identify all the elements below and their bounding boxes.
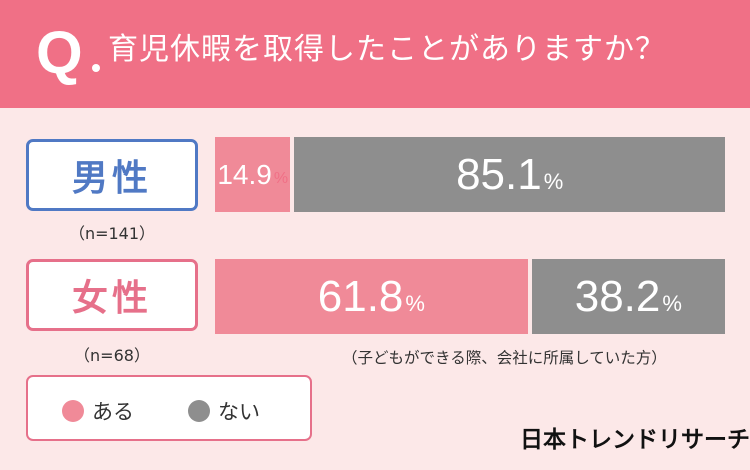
bar-value-label: 14.9	[217, 158, 272, 190]
female-sample-size: （n=68）	[74, 346, 150, 365]
male-label-box: 男性	[26, 139, 198, 211]
q-dot-icon	[92, 64, 100, 72]
bar-unit-label: %	[273, 169, 289, 187]
brand-logo: 日本トレンドリサーチ	[520, 427, 750, 453]
bar-unit-label: %	[543, 168, 564, 194]
bar-value-label: 38.2	[574, 271, 661, 321]
female-label: 女性	[71, 278, 152, 319]
q-mark: Q	[36, 19, 83, 86]
legend-label-no: ない	[218, 400, 260, 424]
legend-item-yes: ある	[62, 396, 134, 426]
footnote: （子どもができる際、会社に所属していた方）	[342, 349, 667, 367]
bar-row-female: 61.8% 38.2%	[215, 259, 725, 334]
bar-no-female: 38.2%	[531, 259, 725, 334]
bar-value-label: 85.1	[456, 149, 542, 199]
bar-yes-male: 14.9%	[215, 137, 291, 212]
legend-item-no: ない	[188, 396, 260, 426]
question-text: 育児休暇を取得したことがありますか？	[108, 32, 666, 67]
bar-unit-label: %	[405, 290, 425, 316]
bar-no-male: 85.1%	[294, 137, 725, 212]
bar-row-male: 14.9% 85.1%	[215, 137, 725, 212]
bar-yes-female: 61.8%	[215, 259, 528, 334]
male-label: 男性	[71, 158, 152, 199]
legend-label-yes: ある	[92, 400, 134, 424]
legend-dot-yes-icon	[62, 400, 84, 422]
bar-value-label: 61.8	[317, 271, 404, 321]
male-sample-size: （n=141）	[68, 224, 156, 243]
legend-dot-no-icon	[188, 400, 210, 422]
bar-unit-label: %	[662, 290, 682, 316]
female-label-box: 女性	[26, 259, 198, 331]
legend: ある ない	[26, 375, 312, 441]
question-header: Q 育児休暇を取得したことがありますか？	[0, 0, 750, 108]
